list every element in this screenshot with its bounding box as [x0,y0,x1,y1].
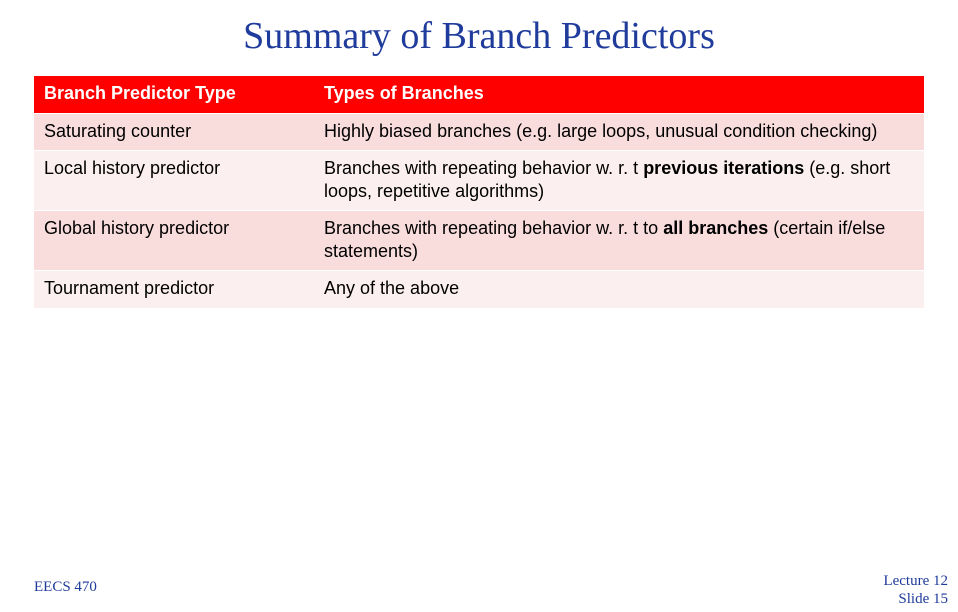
cell-predictor: Tournament predictor [34,271,314,308]
slide-title: Summary of Branch Predictors [0,0,958,76]
cell-desc: Any of the above [314,271,924,308]
cell-predictor: Global history predictor [34,211,314,271]
table-row: Tournament predictor Any of the above [34,271,924,308]
cell-predictor: Local history predictor [34,151,314,211]
footer-lecture: Lecture 12 [883,572,948,590]
table-row: Local history predictor Branches with re… [34,151,924,211]
header-col-2: Types of Branches [314,76,924,113]
cell-desc: Branches with repeating behavior w. r. t… [314,151,924,211]
cell-desc: Branches with repeating behavior w. r. t… [314,211,924,271]
cell-desc: Highly biased branches (e.g. large loops… [314,113,924,151]
footer-slide: Slide 15 [883,590,948,608]
predictor-table: Branch Predictor Type Types of Branches … [34,76,924,308]
footer-slide-info: Lecture 12 Slide 15 [883,572,948,608]
table-row: Saturating counter Highly biased branche… [34,113,924,151]
table-header-row: Branch Predictor Type Types of Branches [34,76,924,113]
header-col-1: Branch Predictor Type [34,76,314,113]
cell-predictor: Saturating counter [34,113,314,151]
footer-course: EECS 470 [34,579,97,596]
table-row: Global history predictor Branches with r… [34,211,924,271]
